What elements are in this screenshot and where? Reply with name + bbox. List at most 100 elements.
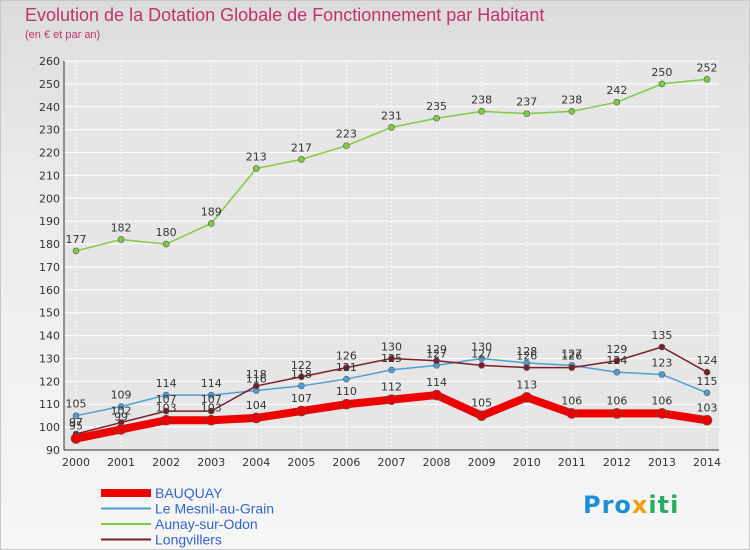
data-point [252, 382, 260, 390]
data-label: 99 [114, 410, 128, 423]
data-label: 112 [381, 381, 402, 394]
data-point [521, 392, 533, 403]
data-label: 103 [201, 401, 222, 414]
data-label: 109 [111, 389, 132, 402]
data-label: 231 [381, 109, 402, 122]
logo-part-3: iti [648, 491, 680, 519]
data-label: 250 [651, 66, 672, 79]
legend-label: Longvillers [155, 532, 222, 548]
y-tick-label: 100 [39, 421, 60, 434]
x-tick-label: 2014 [693, 456, 721, 469]
data-point [296, 405, 307, 417]
data-point [703, 368, 711, 376]
data-label: 238 [561, 93, 582, 106]
x-tick-label: 2007 [378, 456, 406, 469]
x-tick-label: 2013 [648, 456, 676, 469]
data-label: 113 [516, 378, 537, 391]
y-tick-label: 90 [46, 444, 60, 457]
data-label: 103 [156, 401, 177, 414]
data-label: 217 [291, 141, 312, 154]
y-tick-label: 220 [39, 147, 60, 160]
data-point [388, 124, 395, 131]
x-tick-label: 2002 [152, 456, 180, 469]
x-tick-label: 2011 [558, 456, 586, 469]
logo-part-2: x [631, 491, 649, 519]
data-label: 126 [561, 350, 582, 363]
data-point [160, 414, 172, 426]
data-label: 182 [111, 221, 132, 234]
x-tick-label: 2003 [197, 456, 225, 469]
data-label: 123 [651, 356, 672, 369]
data-label: 118 [246, 368, 267, 381]
data-point [613, 368, 621, 376]
x-tick-label: 2008 [423, 456, 451, 469]
data-label: 242 [606, 84, 627, 97]
data-label: 129 [426, 343, 447, 356]
data-point [478, 108, 485, 115]
data-label: 110 [336, 385, 357, 398]
data-point [162, 407, 170, 415]
data-point [658, 343, 666, 351]
y-tick-label: 180 [39, 238, 60, 251]
data-label: 97 [69, 416, 83, 429]
chart-title: Evolution de la Dotation Globale de Fonc… [25, 5, 545, 25]
x-tick-label: 2012 [603, 456, 631, 469]
data-label: 104 [246, 399, 267, 412]
data-label: 127 [426, 347, 447, 360]
data-point [658, 80, 666, 88]
data-label: 252 [697, 61, 718, 74]
data-point [115, 424, 127, 435]
data-point [478, 362, 485, 369]
data-label: 126 [516, 350, 537, 363]
data-point [701, 414, 713, 426]
y-tick-label: 200 [39, 192, 60, 205]
data-point [568, 108, 576, 115]
data-point [433, 357, 440, 365]
data-label: 177 [66, 233, 87, 246]
data-label: 106 [606, 394, 627, 407]
legend-label: BAUQUAY [155, 485, 223, 501]
y-tick-label: 230 [39, 124, 60, 137]
data-point [703, 76, 711, 83]
data-label: 125 [381, 352, 402, 365]
data-point [207, 407, 215, 415]
data-label: 124 [697, 354, 718, 367]
data-label: 128 [516, 345, 537, 358]
data-label: 223 [336, 128, 357, 141]
data-point [568, 364, 576, 371]
data-point [298, 373, 305, 381]
data-point [252, 165, 260, 172]
y-tick-label: 250 [39, 78, 60, 91]
data-label: 114 [201, 377, 222, 390]
data-label: 106 [561, 394, 582, 407]
data-label: 106 [651, 394, 672, 407]
data-label: 127 [561, 347, 582, 360]
data-point [613, 357, 621, 365]
data-point [386, 394, 397, 405]
data-point [343, 142, 350, 149]
data-point [341, 398, 352, 410]
data-point [523, 364, 531, 371]
data-point [117, 236, 125, 243]
data-point [205, 414, 217, 426]
data-label: 107 [291, 392, 312, 405]
data-point [388, 355, 395, 362]
y-tick-label: 150 [39, 307, 60, 320]
y-tick-label: 210 [39, 169, 60, 182]
data-label: 130 [471, 340, 492, 353]
legend-label: Aunay-sur-Odon [155, 516, 258, 532]
data-point [656, 408, 668, 419]
data-point [72, 412, 80, 419]
x-tick-label: 2006 [332, 456, 360, 469]
data-point [298, 382, 305, 390]
data-point [658, 371, 666, 378]
y-tick-label: 160 [39, 284, 60, 297]
y-tick-label: 120 [39, 375, 60, 388]
data-point [388, 366, 395, 374]
data-point [431, 389, 442, 401]
data-point [162, 391, 170, 399]
data-label: 189 [201, 205, 222, 218]
data-label: 122 [291, 359, 312, 372]
